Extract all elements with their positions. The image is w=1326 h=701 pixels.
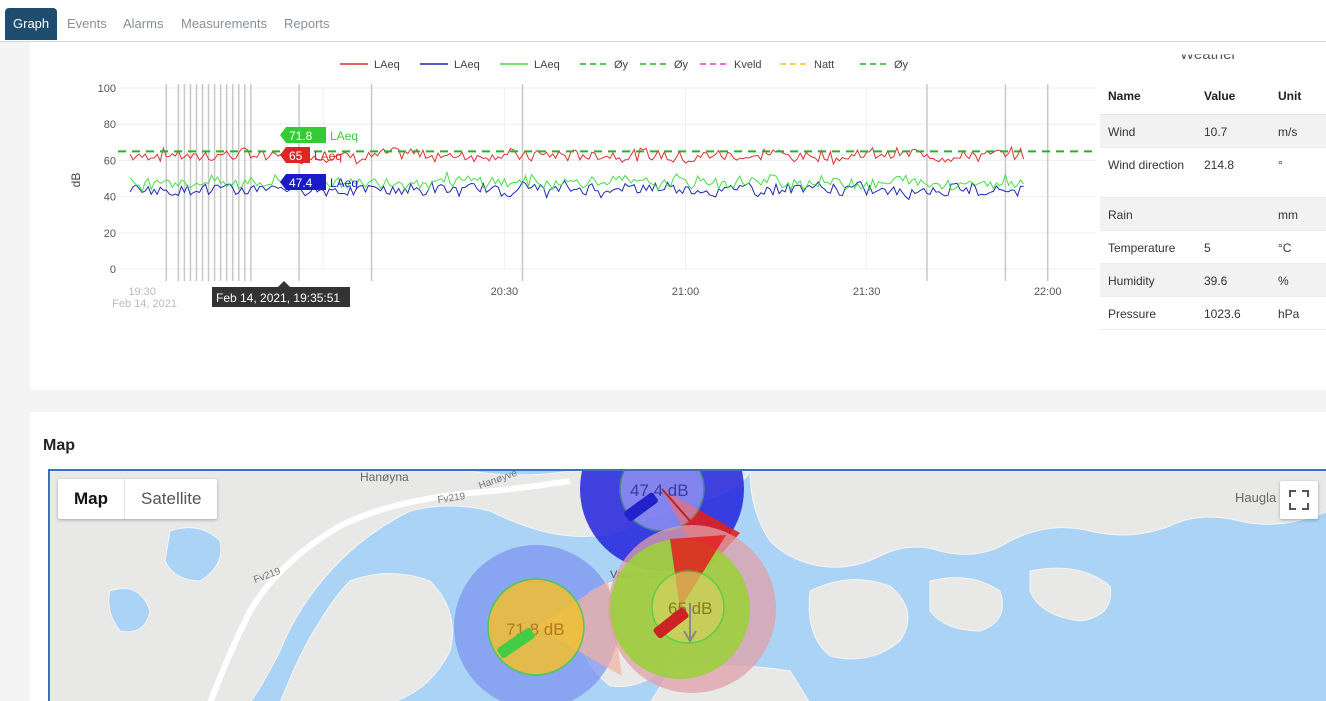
noise-zone-vessel-3[interactable]: 65 dB xyxy=(608,525,776,693)
legend-label: Øy xyxy=(614,59,629,71)
legend-label: Natt xyxy=(814,59,834,71)
tab-measurements[interactable]: Measurements xyxy=(181,16,267,31)
noise-zone-vessel-2[interactable]: 71.8 dB xyxy=(454,545,622,701)
map-type-toggle: Map Satellite xyxy=(58,479,218,519)
hover-value: 47.4 xyxy=(289,176,313,190)
road-label: Fv219 xyxy=(437,491,466,506)
y-tick-label: 100 xyxy=(98,83,116,95)
y-tick-label: 0 xyxy=(110,264,116,276)
table-row: Rain mm xyxy=(1100,197,1326,231)
place-label: Hanøyna xyxy=(360,471,409,484)
weather-cell: °C xyxy=(1270,230,1326,264)
chart-series xyxy=(118,145,1096,201)
y-tick-label: 80 xyxy=(104,119,116,131)
y-tick-label: 20 xyxy=(104,228,116,240)
vessel-1-label: 47.4 dB xyxy=(630,481,689,500)
map-canvas[interactable]: Hanøyna Fv219 Fv219 Hanøyve Vardøyna Hau… xyxy=(50,471,1326,701)
weather-cell: 5 xyxy=(1196,230,1270,264)
hover-value-box xyxy=(280,127,326,143)
weather-cell: Pressure xyxy=(1100,296,1196,330)
tab-bar: Graph Events Alarms Measurements Reports xyxy=(0,0,1326,42)
legend-label: Øy xyxy=(894,59,909,71)
tab-alarms[interactable]: Alarms xyxy=(123,16,164,31)
hover-value: 65 xyxy=(289,149,303,163)
hover-value: 71.8 xyxy=(289,129,313,143)
table-row: Pressure 1023.6 hPa xyxy=(1100,296,1326,330)
legend-label: LAeq xyxy=(534,59,560,71)
vessel-2-label: 71.8 dB xyxy=(506,620,565,639)
table-row: Wind 10.7 m/s xyxy=(1100,114,1326,148)
hover-time-box xyxy=(212,287,350,307)
tab-graph[interactable]: Graph xyxy=(5,8,58,40)
hover-time-pointer xyxy=(278,281,290,287)
chart-axes: 02040608010020:0020:3021:0021:3022:00dB1… xyxy=(69,83,1061,310)
y-tick-label: 60 xyxy=(104,155,116,167)
weather-cell: m/s xyxy=(1270,114,1326,148)
x-tick-label: 22:00 xyxy=(1034,286,1062,298)
y-axis-title: dB xyxy=(69,173,83,188)
tab-events[interactable]: Events xyxy=(67,16,107,31)
series-line xyxy=(129,145,1025,166)
weather-cell: Wind xyxy=(1100,114,1196,148)
table-row: Wind direction 214.8 ° xyxy=(1100,147,1326,198)
weather-header-value: Value xyxy=(1196,78,1270,115)
road xyxy=(207,478,571,701)
map-title: Map xyxy=(43,437,75,454)
weather-cell: % xyxy=(1270,263,1326,297)
map-type-map-button[interactable]: Map xyxy=(58,479,125,519)
weather-cell: ° xyxy=(1270,147,1326,198)
series-line xyxy=(129,179,1024,201)
fullscreen-icon xyxy=(1289,490,1309,510)
weather-cell: Temperature xyxy=(1100,230,1196,264)
weather-header-row: Name Value Unit xyxy=(1100,78,1326,115)
hover-time-label: Feb 14, 2021, 19:35:51 xyxy=(216,291,340,305)
vessel-2-boat-icon xyxy=(497,628,535,658)
weather-cell: Humidity xyxy=(1100,263,1196,297)
legend-label: Øy xyxy=(674,59,689,71)
legend-label: LAeq xyxy=(374,59,400,71)
weather-title: Weather xyxy=(1180,46,1237,64)
legend-label: Kveld xyxy=(734,59,762,71)
y-tick-label: 40 xyxy=(104,192,116,204)
weather-cell xyxy=(1196,197,1270,231)
tab-reports[interactable]: Reports xyxy=(284,16,330,31)
series-line xyxy=(129,170,1024,193)
x-tick-label: 20:30 xyxy=(491,286,519,298)
x-tick-label: 19:30 xyxy=(128,286,156,298)
weather-panel: Weather Name Value Unit Wind 10.7 m/s Wi… xyxy=(1100,42,1326,332)
hover-series-name: LAeq xyxy=(330,176,358,190)
weather-cell: Rain xyxy=(1100,197,1196,231)
place-label: Haugla xyxy=(1235,490,1277,505)
weather-cell: 39.6 xyxy=(1196,263,1270,297)
legend-label: LAeq xyxy=(454,59,480,71)
weather-cell: hPa xyxy=(1270,296,1326,330)
weather-cell: Wind direction xyxy=(1100,147,1196,198)
x-tick-date-label: Feb 14, 2021 xyxy=(112,298,177,310)
weather-table: Name Value Unit Wind 10.7 m/s Wind direc… xyxy=(1100,78,1326,330)
hover-series-name: LAeq xyxy=(330,129,358,143)
chart-legend: LAeq LAeq LAeq Øy Øy Kveld Natt Øy xyxy=(340,59,909,71)
weather-cell: 10.7 xyxy=(1196,114,1270,148)
vessel-3-boat-icon xyxy=(653,607,689,639)
fullscreen-button[interactable] xyxy=(1280,481,1318,519)
weather-cell: 214.8 xyxy=(1196,147,1270,198)
map-type-satellite-button[interactable]: Satellite xyxy=(141,489,202,508)
chart-grid xyxy=(118,87,1096,270)
vessel-1-boat-icon xyxy=(624,492,658,522)
table-row: Temperature 5 °C xyxy=(1100,230,1326,264)
weather-cell: mm xyxy=(1270,197,1326,231)
weather-cell: 1023.6 xyxy=(1196,296,1270,330)
weather-header-unit: Unit xyxy=(1270,78,1326,115)
noise-chart[interactable]: LAeq LAeq LAeq Øy Øy Kveld Natt Øy 0 20 40 60 80 100… xyxy=(0,42,1100,322)
map-view[interactable]: Hanøyna Fv219 Fv219 Hanøyve Vardøyna Hau… xyxy=(48,469,1326,701)
weather-header-name: Name xyxy=(1100,78,1196,115)
hover-series-name: LAeq xyxy=(314,149,342,163)
table-row: Humidity 39.6 % xyxy=(1100,263,1326,297)
x-tick-label: 21:30 xyxy=(853,286,881,298)
x-tick-label: 21:00 xyxy=(672,286,700,298)
hover-value-box xyxy=(280,147,310,163)
hover-value-box xyxy=(280,174,326,190)
